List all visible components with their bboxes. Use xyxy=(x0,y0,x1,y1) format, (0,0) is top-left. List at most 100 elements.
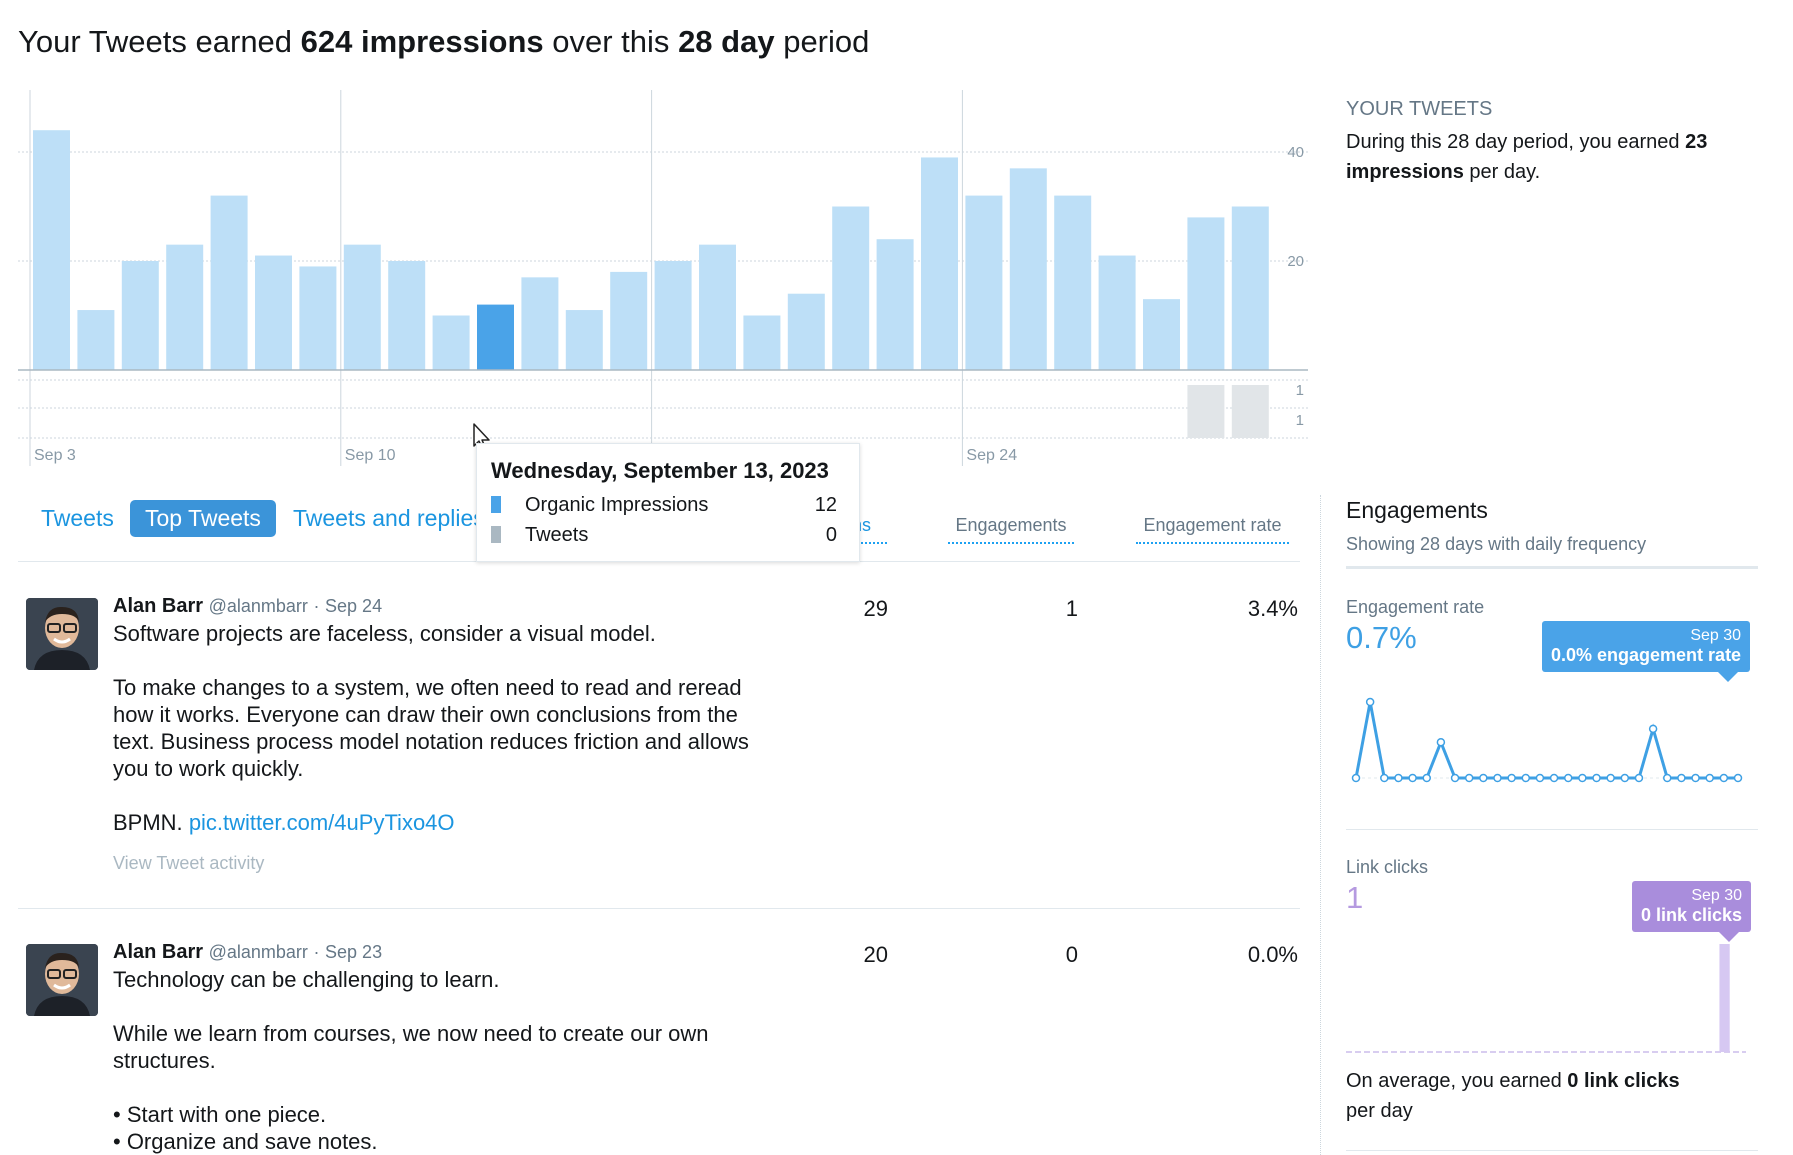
engagement-rate-point xyxy=(1365,697,1375,707)
callout-date: Sep 30 xyxy=(1690,627,1742,644)
avatar[interactable] xyxy=(26,944,98,1016)
tooltip-label: Tweets xyxy=(525,524,589,546)
tweet-paragraph: To make changes to a system, we often ne… xyxy=(113,675,749,781)
tweet-author-name[interactable]: Alan Barr xyxy=(113,941,204,963)
column-engagements[interactable]: Engagements xyxy=(948,515,1074,544)
engagement-rate-value: 0.7% xyxy=(1346,620,1417,655)
engagement-rate-point xyxy=(1521,773,1531,783)
tooltip-row: Organic Impressions 12 xyxy=(491,494,837,517)
impressions-bar xyxy=(654,261,692,370)
tweet-media-link[interactable]: pic.twitter.com/4uPyTixo4O xyxy=(188,810,455,835)
engagement-rate-point xyxy=(1691,773,1700,783)
tab-top-tweets[interactable]: Top Tweets xyxy=(130,500,276,537)
engagement-rate-sparkline[interactable] xyxy=(1346,690,1758,790)
link-clicks-callout: Sep 30 0 link clicks xyxy=(1632,881,1752,942)
column-separator xyxy=(1320,495,1321,1155)
x-tick-label: Sep 10 xyxy=(345,447,396,464)
tweet-engagement-rate: 3.4% xyxy=(1247,596,1298,621)
tweets-bar xyxy=(1187,385,1225,438)
engagement-rate-point xyxy=(1719,773,1729,783)
impressions-bar xyxy=(787,293,825,370)
tweet-row[interactable]: Alan Barr @alanmbarr · Sep 23 Technology… xyxy=(18,936,1300,1154)
page-headline: Your Tweets earned 624 impressions over … xyxy=(18,24,869,60)
impressions-bar xyxy=(432,315,470,370)
engagement-rate-point xyxy=(1535,773,1545,783)
engagement-rate-point xyxy=(1620,773,1630,783)
impressions-bar xyxy=(521,277,559,370)
impressions-bar xyxy=(1054,195,1092,370)
engagements-section: Engagements Showing 28 days with daily f… xyxy=(1346,497,1758,555)
your-tweets-summary: YOUR TWEETS During this 28 day period, y… xyxy=(1346,98,1758,187)
tweet-paragraph: Software projects are faceless, consider… xyxy=(113,621,656,646)
tweet-text: Technology can be challenging to learn. … xyxy=(113,966,763,1154)
engagement-rate-point xyxy=(1733,773,1743,783)
impressions-bar xyxy=(388,261,426,370)
tab-tweets-and-replies[interactable]: Tweets and replies xyxy=(293,505,485,531)
summary-prefix: During this 28 day period, you earned xyxy=(1346,131,1680,153)
tooltip-value: 12 xyxy=(814,494,837,516)
tweet-row[interactable]: Alan Barr @alanmbarr · Sep 24 Software p… xyxy=(18,590,1300,900)
headline-prefix: Your Tweets earned xyxy=(18,24,293,59)
impressions-bar xyxy=(1143,299,1180,370)
tooltip-row: Tweets 0 xyxy=(491,524,837,547)
link-clicks-label: Link clicks xyxy=(1346,857,1429,877)
impressions-bar xyxy=(876,239,914,370)
link-clicks-average: On average, you earned 0 link clicks per… xyxy=(1346,1066,1758,1126)
engagement-rate-point xyxy=(1563,773,1573,783)
avg-prefix: On average, you earned xyxy=(1346,1070,1562,1092)
tooltip-label: Organic Impressions xyxy=(525,494,709,516)
column-engagement-rate[interactable]: Engagement rate xyxy=(1136,515,1289,544)
x-tick-label: Sep 24 xyxy=(966,447,1017,464)
impressions-bar xyxy=(166,244,204,370)
tweet-author-handle[interactable]: @alanmbarr xyxy=(208,596,308,616)
avatar[interactable] xyxy=(26,598,98,670)
impressions-bar xyxy=(1098,255,1136,370)
impressions-bar xyxy=(565,310,603,370)
engagement-rate-point xyxy=(1677,773,1686,783)
your-tweets-label: YOUR TWEETS xyxy=(1346,98,1493,120)
y2-tick-label: 1 xyxy=(1296,412,1304,429)
tweet-engagements: 0 xyxy=(1065,942,1078,967)
callout-date: Sep 30 xyxy=(1691,887,1743,904)
impressions-bar xyxy=(1231,206,1269,370)
headline-middle: over this xyxy=(552,24,670,59)
headline-impressions: 624 impressions xyxy=(300,24,544,59)
engagement-rate-point xyxy=(1436,737,1446,747)
table-divider xyxy=(18,908,1300,909)
tweet-date[interactable]: Sep 23 xyxy=(325,942,383,962)
callout-value: 0 link clicks xyxy=(1641,905,1743,925)
engagement-rate-line xyxy=(1354,701,1738,780)
impressions-bar xyxy=(77,310,115,370)
impressions-bar xyxy=(299,266,337,370)
engagement-rate-point xyxy=(1450,773,1460,783)
impressions-chart[interactable]: 20 40 1 1 Sep 3 Sep 10 Sep 24 xyxy=(18,90,1308,470)
headline-suffix: period xyxy=(783,24,870,59)
tweet-author-handle[interactable]: @alanmbarr xyxy=(208,942,308,962)
link-clicks-bar xyxy=(1719,944,1730,1052)
tweet-separator: · xyxy=(313,596,320,616)
engagement-rate-point xyxy=(1578,773,1587,783)
avg-suffix: per day xyxy=(1346,1100,1413,1122)
engagement-rate-point xyxy=(1394,773,1403,783)
tweet-date[interactable]: Sep 24 xyxy=(325,596,383,616)
y2-tick-label: 1 xyxy=(1296,382,1304,399)
view-tweet-activity-link[interactable]: View Tweet activity xyxy=(113,853,265,873)
tweet-impressions: 20 xyxy=(863,942,888,967)
link-clicks-chart[interactable] xyxy=(1346,940,1758,1060)
impressions-bar xyxy=(1009,168,1047,370)
engagement-rate-callout: Sep 30 0.0% engagement rate xyxy=(1542,621,1751,682)
engagement-rate-point xyxy=(1351,773,1361,783)
impressions-bar xyxy=(477,304,514,370)
impressions-bar xyxy=(610,271,648,370)
section-divider xyxy=(1346,566,1758,569)
impressions-bar xyxy=(33,130,70,370)
tooltip-title: Wednesday, September 13, 2023 xyxy=(491,458,829,483)
engagement-rate-point xyxy=(1408,773,1417,783)
engagements-heading: Engagements xyxy=(1346,497,1488,523)
tweet-author-name[interactable]: Alan Barr xyxy=(113,595,204,617)
engagement-rate-point xyxy=(1663,773,1672,783)
tab-tweets[interactable]: Tweets xyxy=(41,505,114,531)
callout-value: 0.0% engagement rate xyxy=(1551,645,1742,665)
engagement-rate-label: Engagement rate xyxy=(1346,597,1485,617)
engagement-rate-point xyxy=(1592,773,1601,783)
